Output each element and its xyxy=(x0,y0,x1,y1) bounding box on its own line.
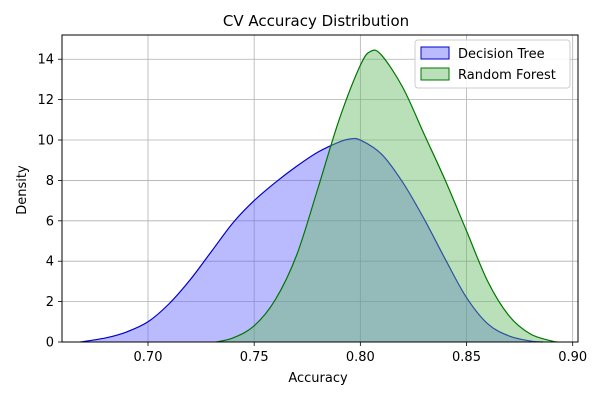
y-tick-label-0: 0 xyxy=(46,336,54,351)
chart-title: CV Accuracy Distribution xyxy=(223,12,409,30)
x-axis-label: Accuracy xyxy=(288,371,348,386)
x-tick-label-0-75: 0.75 xyxy=(240,350,269,365)
random-forest-density-fill xyxy=(215,50,558,342)
series-layer xyxy=(79,49,558,343)
decision-tree-density-line xyxy=(79,137,544,343)
x-tick-label-0-90: 0.90 xyxy=(558,350,587,365)
legend: Decision Tree Random Forest xyxy=(414,39,571,89)
y-tick-label-2: 2 xyxy=(46,295,54,310)
decision-tree-density-fill xyxy=(80,138,543,342)
y-tick-label-14: 14 xyxy=(37,53,54,68)
plot-frame xyxy=(61,34,579,343)
legend-swatch-decision-tree xyxy=(420,46,450,60)
x-tick-label-0-70: 0.70 xyxy=(134,350,163,365)
tick-layer: 0.70 0.75 0.80 0.85 0.90 0 2 4 6 8 10 12 14 xyxy=(37,53,587,365)
legend-label-random-forest: Random Forest xyxy=(458,68,556,83)
random-forest-density-line xyxy=(215,49,558,343)
legend-box xyxy=(414,39,571,89)
y-tick-label-6: 6 xyxy=(46,214,54,229)
x-tick-label-0-80: 0.80 xyxy=(346,350,375,365)
y-tick-label-10: 10 xyxy=(37,134,54,149)
y-tick-label-4: 4 xyxy=(46,255,54,270)
y-tick-label-8: 8 xyxy=(46,174,54,189)
y-tick-label-12: 12 xyxy=(37,93,54,108)
x-tick-label-0-85: 0.85 xyxy=(452,350,481,365)
y-axis-label: Density xyxy=(15,165,30,215)
legend-swatch-random-forest xyxy=(420,67,450,81)
legend-label-decision-tree: Decision Tree xyxy=(458,47,545,62)
